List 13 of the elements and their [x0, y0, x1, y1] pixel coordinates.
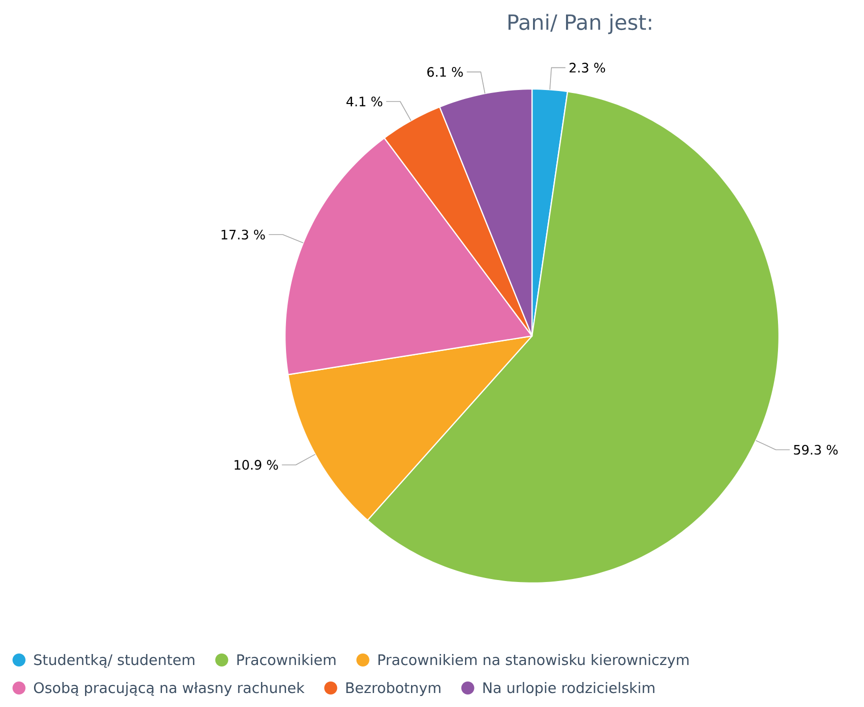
legend-label: Pracownikiem	[237, 654, 336, 666]
legend-label: Osobą pracującą na własny rachunek	[34, 682, 305, 696]
data-label: 59.3 %	[794, 444, 838, 455]
legend-label: Na urlopie rodzicielskim	[483, 682, 654, 696]
chart-title: Pani/ Pan jest:	[508, 14, 652, 34]
legend-label: Studentką/ studentem	[34, 654, 194, 668]
data-label: 17.3 %	[222, 230, 265, 240]
data-label: 2.3 %	[570, 62, 606, 73]
data-label: 6.1 %	[427, 67, 463, 77]
data-label: 4.1 %	[346, 96, 382, 106]
legend-label: Pracownikiem na stanowisku kierowniczym	[378, 654, 689, 668]
legend-label: Bezrobotnym	[346, 682, 440, 696]
data-label: 10.9 %	[234, 460, 278, 470]
